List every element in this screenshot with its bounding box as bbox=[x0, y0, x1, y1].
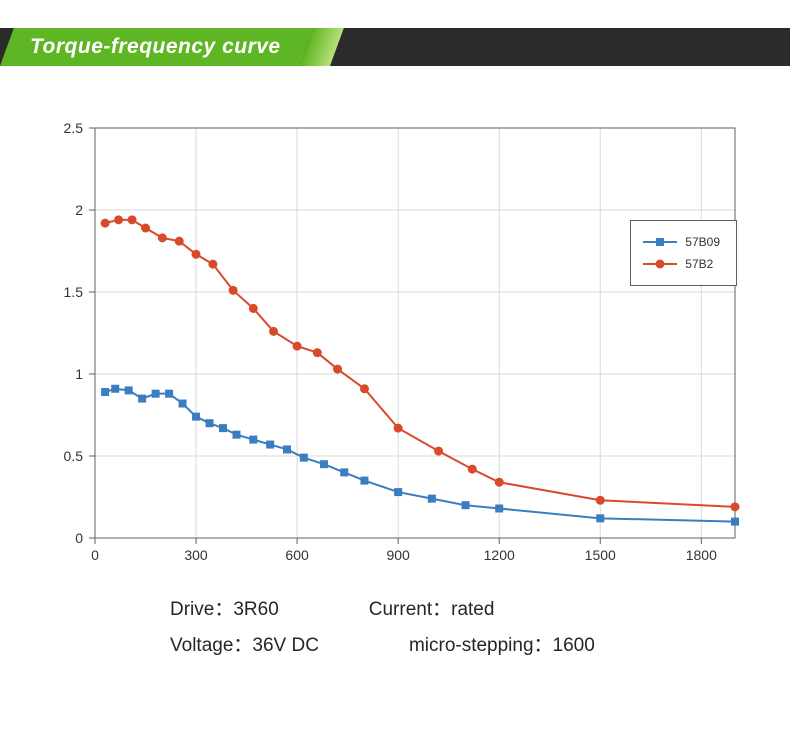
svg-text:0: 0 bbox=[75, 530, 83, 546]
svg-text:1500: 1500 bbox=[585, 547, 616, 563]
svg-text:1800: 1800 bbox=[686, 547, 717, 563]
svg-text:0: 0 bbox=[91, 547, 99, 563]
spec-item: micro-stepping：1600 bbox=[409, 628, 595, 664]
banner-title: Torque-frequency curve bbox=[30, 28, 281, 66]
spec-value: 1600 bbox=[553, 635, 595, 656]
svg-text:300: 300 bbox=[184, 547, 208, 563]
spec-label: micro-stepping： bbox=[409, 635, 553, 656]
spec-value: 3R60 bbox=[233, 599, 278, 620]
svg-text:900: 900 bbox=[386, 547, 410, 563]
spec-item: Current：rated bbox=[369, 592, 495, 628]
specs-block: Drive：3R60 Current：rated Voltage：36V DC mic… bbox=[170, 592, 790, 664]
circle-marker-icon bbox=[656, 260, 665, 269]
spec-label: Voltage： bbox=[170, 635, 252, 656]
square-marker-icon bbox=[656, 238, 664, 246]
spec-item: Drive：3R60 bbox=[170, 592, 279, 628]
legend-label: 57B09 bbox=[685, 235, 720, 249]
legend-row: 57B09 bbox=[641, 231, 722, 253]
chart-legend: 57B09 57B2 bbox=[630, 220, 737, 286]
svg-text:0.5: 0.5 bbox=[64, 448, 84, 464]
svg-text:1: 1 bbox=[75, 366, 83, 382]
svg-text:1200: 1200 bbox=[484, 547, 515, 563]
svg-text:2: 2 bbox=[75, 202, 83, 218]
chart-svg: 0 300 600 900 1200 1500 1800 0 0.5 1 1.5 2 2.5 bbox=[35, 108, 755, 568]
svg-text:2.5: 2.5 bbox=[64, 120, 84, 136]
spec-value: rated bbox=[451, 599, 494, 620]
spec-label: Current： bbox=[369, 599, 451, 620]
torque-chart: 0 300 600 900 1200 1500 1800 0 0.5 1 1.5 2 2.5 57B09… bbox=[35, 108, 755, 568]
legend-line-icon bbox=[643, 241, 677, 243]
specs-row: Voltage：36V DC micro-stepping：1600 bbox=[170, 628, 790, 664]
specs-row: Drive：3R60 Current：rated bbox=[170, 592, 790, 628]
svg-text:1.5: 1.5 bbox=[64, 284, 84, 300]
legend-label: 57B2 bbox=[685, 257, 713, 271]
legend-row: 57B2 bbox=[641, 253, 722, 275]
svg-text:600: 600 bbox=[285, 547, 309, 563]
spec-value: 36V DC bbox=[252, 635, 319, 656]
legend-line-icon bbox=[643, 263, 677, 265]
header-banner: Torque-frequency curve bbox=[0, 18, 790, 78]
spec-label: Drive： bbox=[170, 599, 233, 620]
spec-item: Voltage：36V DC bbox=[170, 628, 319, 664]
